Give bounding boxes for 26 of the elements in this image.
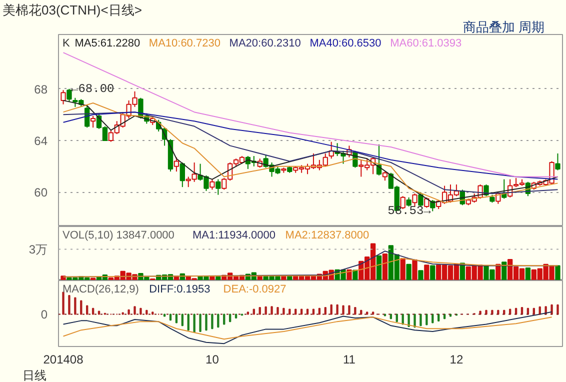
x-axis-title: 日线 [22,368,46,382]
chart-title: 美棉花03(CTNH)<日线> [2,2,142,18]
x-tick-label: 201408 [43,352,84,366]
ref-line-label: 3万 [28,242,48,256]
annotation: 58.53→ [388,204,432,218]
text: DEA:-0.0927 [223,284,286,296]
annotation: MACD(26,12,9) [62,284,139,296]
ref-line-label: 0 [40,308,48,322]
text: MA2:12837.8000 [285,230,370,242]
text: MA20:60.2310 [229,38,301,50]
y-tick-label: 64 [34,134,48,148]
x-tick-label: 12 [450,352,464,366]
x-tick-label: 11 [342,352,356,366]
text: MA1:11934.0000 [192,230,276,242]
annotation: K [62,38,70,50]
y-tick-label: 60 [34,186,48,200]
text: 商品叠加 周期 [462,20,544,34]
text: MA5:61.2280 [74,38,140,50]
text: MA10:60.7230 [148,38,220,50]
text: DIFF:0.1953 [149,284,210,296]
x-tick-label: 10 [206,352,220,366]
text: MA60:61.0393 [390,38,462,50]
annotation: ←68.00 [71,82,114,96]
y-tick-label: 68 [34,82,48,96]
text: MA40:60.6530 [310,38,382,50]
text: VOL(5,10) 13847.0000 [62,230,174,242]
